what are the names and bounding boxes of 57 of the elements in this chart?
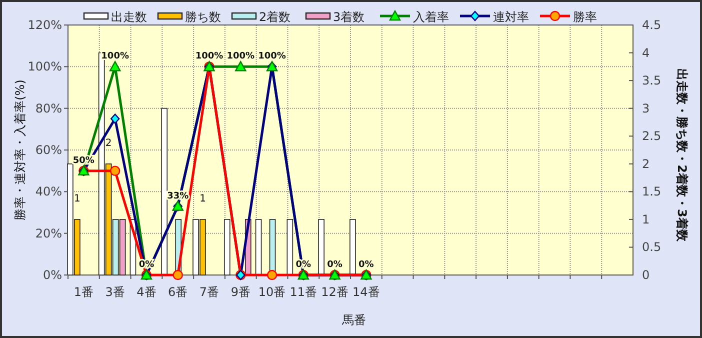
legend-label: 2着数 bbox=[259, 10, 291, 24]
y-tick-label: 100% bbox=[28, 60, 62, 74]
y2-tick-label: 3.5 bbox=[642, 74, 662, 88]
y2-tick-label: 1.5 bbox=[642, 184, 662, 199]
bar bbox=[318, 219, 324, 276]
y-axis-title: 勝率・連対率・入着率(%) bbox=[13, 80, 27, 220]
point bbox=[266, 270, 278, 280]
x-tick-label: 10番 bbox=[258, 285, 286, 299]
y2-tick-label: 2 bbox=[642, 156, 650, 171]
y2-tick-label: 4.5 bbox=[642, 18, 662, 32]
data-label: 100% bbox=[258, 52, 286, 62]
legend-label: 出走数 bbox=[111, 10, 147, 24]
legend-label: 入着率 bbox=[413, 10, 449, 24]
y2-tick-label: 0 bbox=[642, 268, 650, 282]
x-tick-label: 7番 bbox=[199, 285, 220, 299]
data-label: 1 bbox=[74, 193, 80, 204]
data-label: 100% bbox=[195, 52, 224, 62]
x-tick-label: 1番 bbox=[74, 285, 94, 299]
data-label: 100% bbox=[226, 52, 255, 62]
bar bbox=[286, 219, 294, 276]
x-tick-label: 14番 bbox=[352, 285, 380, 299]
bar bbox=[161, 108, 168, 276]
x-tick-label: 4番 bbox=[136, 285, 156, 299]
point bbox=[109, 61, 121, 72]
legend-label: 勝率 bbox=[573, 10, 597, 24]
legend-label: 3着数 bbox=[333, 10, 365, 24]
y2-tick-label: 4 bbox=[642, 46, 650, 60]
x-tick-label: 9番 bbox=[230, 285, 250, 299]
data-label: 1 bbox=[200, 193, 206, 204]
y-tick-label: 80% bbox=[35, 101, 62, 116]
point bbox=[235, 61, 246, 72]
x-tick-label: 11番 bbox=[290, 285, 318, 299]
bar bbox=[350, 219, 356, 276]
y2-tick-label: 2.5 bbox=[642, 129, 662, 144]
y-tick-label: 20% bbox=[35, 226, 62, 240]
point bbox=[110, 114, 120, 124]
y2-tick-label: 3 bbox=[642, 101, 650, 116]
data-label: 0% bbox=[327, 260, 342, 270]
data-label: 2 bbox=[105, 138, 112, 149]
bar bbox=[255, 219, 262, 276]
data-label: 0% bbox=[358, 260, 374, 270]
x-tick-label: 6番 bbox=[168, 285, 188, 299]
y2-tick-label: 0.5 bbox=[642, 240, 662, 254]
y-tick-label: 40% bbox=[35, 184, 62, 199]
x-tick-label: 3番 bbox=[105, 285, 125, 299]
x-tick-label: 12番 bbox=[321, 285, 348, 299]
y2-tick-label: 1 bbox=[642, 212, 650, 226]
point bbox=[110, 166, 120, 176]
point bbox=[172, 270, 183, 280]
y-tick-label: 0% bbox=[42, 268, 62, 282]
x-axis-title: 馬番 bbox=[341, 313, 366, 327]
legend-label: 連対率 bbox=[493, 10, 529, 24]
bar bbox=[224, 219, 230, 276]
y-tick-label: 120% bbox=[28, 18, 62, 32]
legend-label: 勝ち数 bbox=[185, 10, 221, 24]
y2-axis-title: 出走数・勝ち数・2着数・3着数 bbox=[675, 68, 689, 242]
y-tick-label: 60% bbox=[35, 143, 62, 157]
